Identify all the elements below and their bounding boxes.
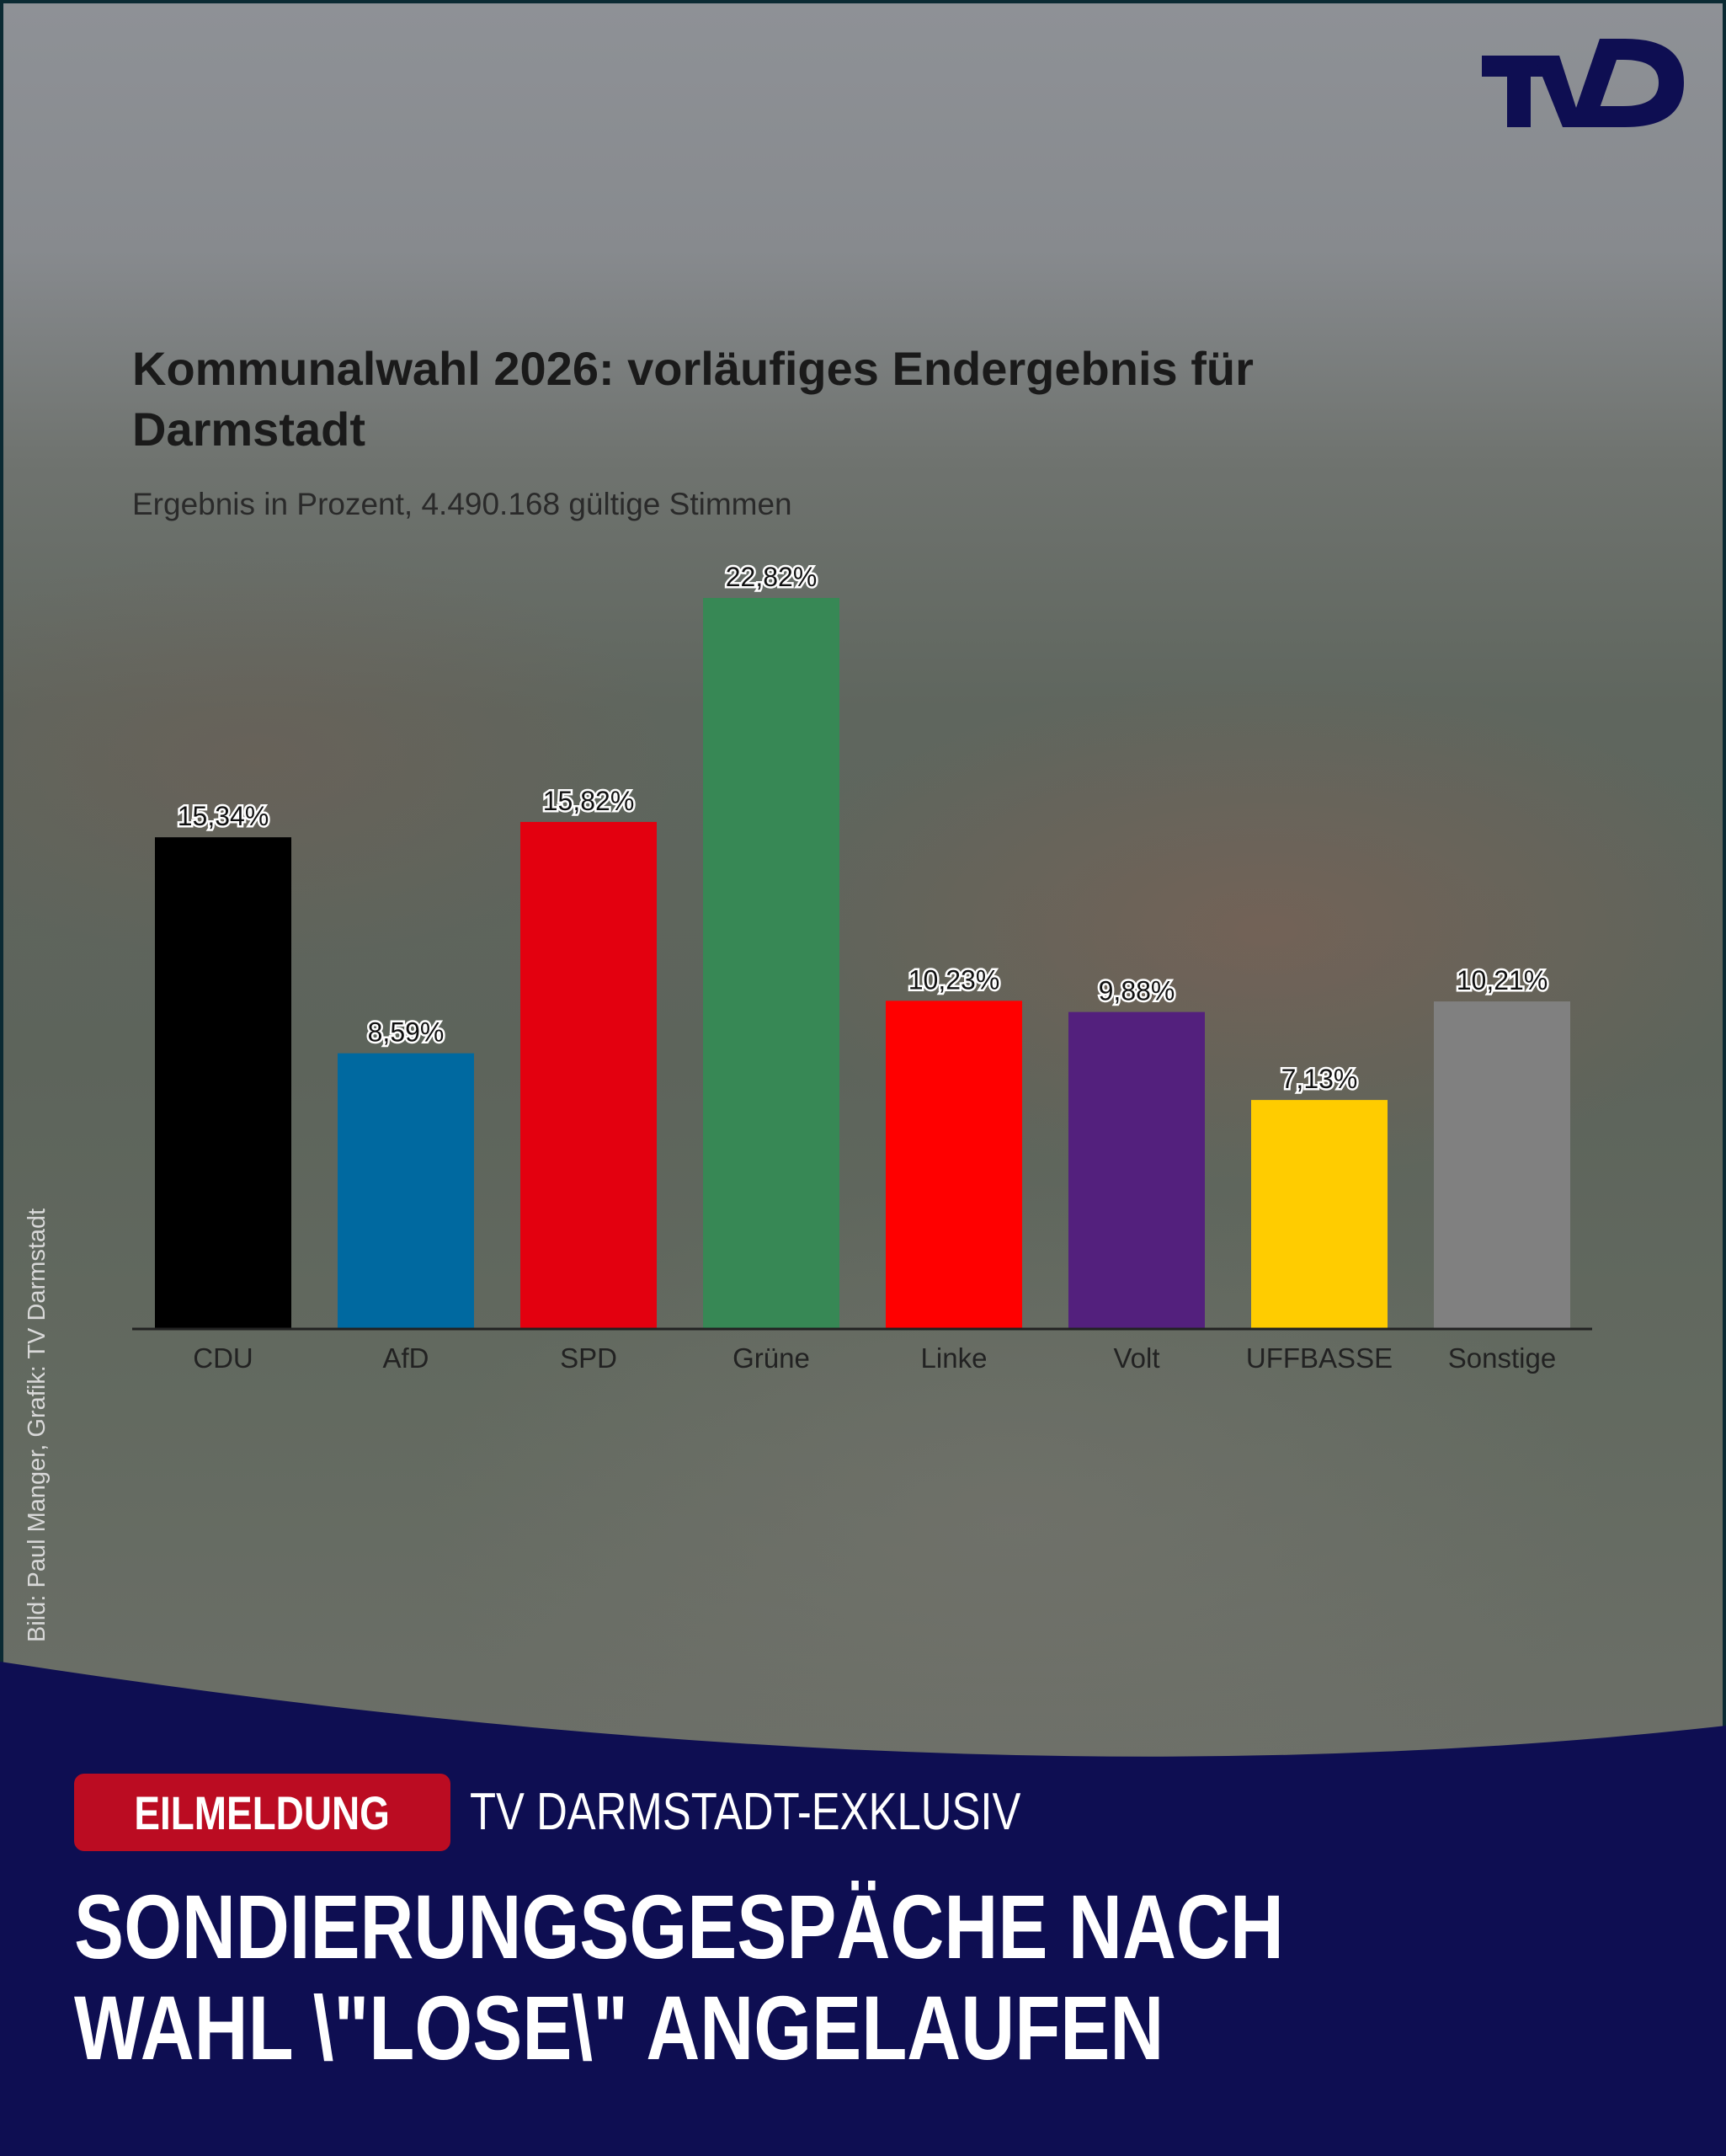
data-label: 7,13% <box>1281 1064 1358 1094</box>
headline-line-2: WAHL \"LOSE\" ANGELAUFEN <box>74 1977 1403 2079</box>
kicker: TV DARMSTADT-EXKLUSIV <box>470 1779 1142 1846</box>
bar-linke <box>886 1001 1022 1328</box>
category-label: Sonstige <box>1448 1342 1556 1374</box>
data-label: 9,88% <box>1099 976 1175 1006</box>
tvd-logo <box>1482 39 1684 127</box>
headline-text-1: SONDIERUNGSGESPÄCHE NACH <box>74 1876 1284 1977</box>
headline-text-2: WAHL \"LOSE\" ANGELAUFEN <box>74 1977 1164 2079</box>
breaking-news-badge: EILMELDUNG <box>74 1774 450 1851</box>
category-label: SPD <box>560 1342 617 1374</box>
bar-grüne <box>703 598 839 1328</box>
data-label: 8,59% <box>368 1017 445 1048</box>
kicker-text: TV DARMSTADT-EXKLUSIV <box>470 1783 1021 1841</box>
category-label: Grüne <box>732 1342 810 1374</box>
bar-volt <box>1068 1011 1205 1328</box>
category-label: Volt <box>1113 1342 1159 1374</box>
data-label: 15,34% <box>178 801 269 831</box>
data-label: 10,21% <box>1457 965 1548 995</box>
category-label: Linke <box>921 1342 988 1374</box>
bar-cdu <box>155 837 291 1328</box>
data-label: 15,82% <box>543 786 635 816</box>
bar-afd <box>338 1053 474 1328</box>
bar-spd <box>520 821 657 1328</box>
chart-subtitle: Ergebnis in Prozent, 4.490.168 gültige S… <box>132 487 792 521</box>
data-label: 22,82% <box>726 562 818 592</box>
category-label: UFFBASSE <box>1246 1342 1393 1374</box>
bar-uffbasse <box>1251 1100 1388 1328</box>
category-label: AfD <box>382 1342 429 1374</box>
data-label: 10,23% <box>908 964 1000 995</box>
bar-chart: 15,34% CDU 8,59% AfD 15,82% SPD 22,82% Grüne 10,… <box>132 560 1592 1374</box>
chart-title: Kommunalwahl 2026: vorläufiges Endergebn… <box>132 342 1254 456</box>
image-credit: Bild: Paul Manger, Grafik: TV Darmstadt <box>24 1208 51 1642</box>
bar-sonstige <box>1434 1001 1570 1328</box>
badge-label: EILMELDUNG <box>134 1785 391 1839</box>
category-label: CDU <box>193 1342 253 1374</box>
headline-line-1: SONDIERUNGSGESPÄCHE NACH <box>74 1876 1549 1977</box>
